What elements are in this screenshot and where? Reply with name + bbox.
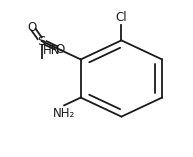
- Text: NH₂: NH₂: [53, 107, 75, 120]
- Text: HN: HN: [42, 44, 60, 57]
- Text: O: O: [55, 43, 64, 56]
- Text: O: O: [27, 21, 36, 33]
- Text: S: S: [38, 35, 46, 48]
- Text: Cl: Cl: [116, 11, 127, 24]
